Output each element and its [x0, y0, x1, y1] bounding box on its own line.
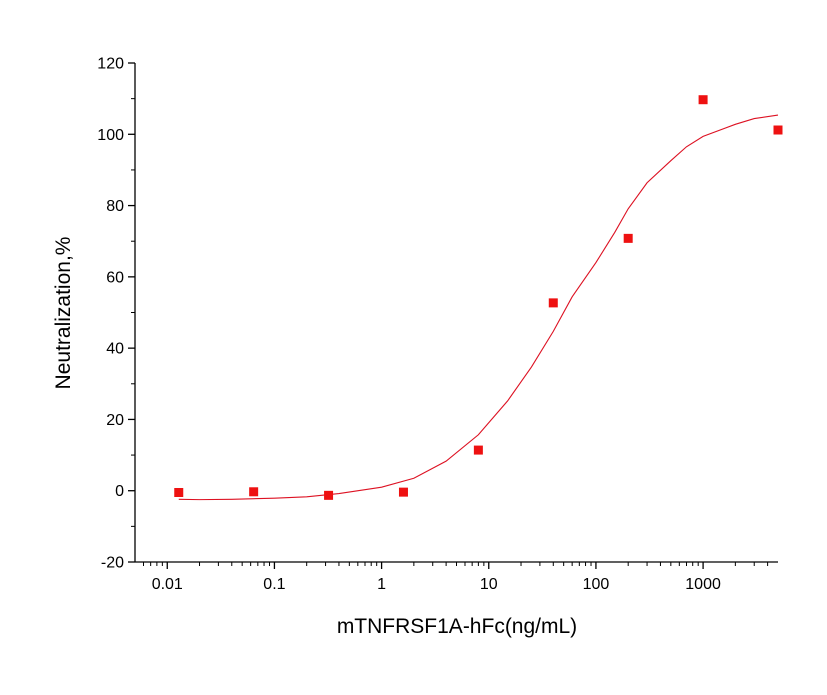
x-tick-label: 1000 — [685, 576, 721, 593]
data-point — [174, 487, 184, 497]
x-tick-label: 0.1 — [263, 576, 285, 593]
data-point — [324, 490, 334, 500]
x-axis-title: mTNFRSF1A-hFc(ng/mL) — [337, 615, 577, 638]
fit-curve-layer — [178, 114, 779, 501]
y-tick-label: 20 — [106, 412, 124, 429]
data-point — [773, 125, 783, 135]
data-point — [473, 445, 483, 455]
data-points-layer — [174, 95, 783, 500]
data-point — [398, 487, 408, 497]
y-tick-label: -20 — [101, 555, 124, 572]
y-tick-label: 0 — [115, 483, 124, 500]
x-tick-label: 100 — [583, 576, 610, 593]
fit-curve-line — [178, 114, 779, 501]
data-point — [698, 95, 708, 105]
y-axis-title: Neutralization,% — [52, 237, 75, 390]
y-tick-label: 40 — [106, 341, 124, 358]
y-tick-label: 120 — [97, 56, 124, 73]
data-point — [249, 487, 259, 497]
data-point — [623, 233, 633, 243]
axes: -20 0 20 40 60 80 100 120 0.01 0.1 1 10 100 1000 — [97, 56, 778, 593]
y-tick-label: 80 — [106, 198, 124, 215]
data-point — [548, 298, 558, 308]
x-tick-label: 10 — [480, 576, 498, 593]
x-tick-label: 1 — [377, 576, 386, 593]
x-tick-label: 0.01 — [152, 576, 183, 593]
y-tick-label: 100 — [97, 127, 124, 144]
y-tick-label: 60 — [106, 269, 124, 286]
